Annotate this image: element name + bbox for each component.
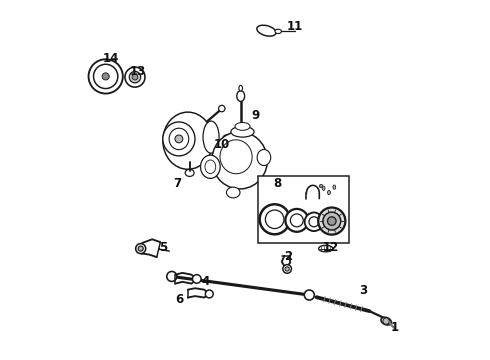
Circle shape [102, 73, 109, 80]
Ellipse shape [257, 149, 270, 166]
Ellipse shape [333, 185, 336, 189]
Ellipse shape [185, 169, 194, 176]
Ellipse shape [231, 126, 254, 137]
Text: 10: 10 [214, 138, 230, 151]
Ellipse shape [381, 317, 391, 325]
Circle shape [136, 244, 146, 253]
Ellipse shape [275, 29, 281, 33]
Circle shape [318, 207, 345, 235]
Circle shape [129, 71, 141, 83]
Ellipse shape [200, 155, 220, 179]
Circle shape [138, 246, 143, 251]
Ellipse shape [163, 122, 195, 156]
Circle shape [283, 265, 292, 273]
Ellipse shape [219, 105, 225, 112]
Circle shape [266, 210, 284, 229]
Ellipse shape [223, 135, 231, 141]
Ellipse shape [224, 136, 230, 140]
Circle shape [193, 275, 201, 283]
Text: 5: 5 [159, 241, 167, 255]
Circle shape [327, 217, 336, 225]
Ellipse shape [235, 122, 250, 130]
Circle shape [305, 212, 323, 231]
Text: 1: 1 [391, 321, 399, 334]
Ellipse shape [203, 121, 219, 153]
Text: 6: 6 [175, 293, 183, 306]
Circle shape [94, 64, 118, 89]
Text: 8: 8 [273, 177, 281, 190]
Ellipse shape [239, 85, 243, 91]
Ellipse shape [163, 112, 213, 169]
Ellipse shape [220, 140, 252, 174]
Ellipse shape [212, 132, 268, 189]
Bar [258, 176, 348, 243]
Circle shape [205, 290, 213, 298]
Text: 7: 7 [173, 177, 181, 190]
Text: 13: 13 [130, 64, 146, 77]
Text: 11: 11 [287, 20, 303, 33]
Ellipse shape [327, 190, 330, 195]
Ellipse shape [169, 128, 189, 150]
Ellipse shape [318, 246, 333, 252]
Circle shape [383, 318, 390, 324]
Circle shape [260, 204, 290, 234]
Text: 9: 9 [251, 109, 260, 122]
Text: 4: 4 [201, 275, 210, 288]
Text: 14: 14 [103, 52, 119, 65]
Ellipse shape [237, 91, 245, 102]
Circle shape [285, 267, 289, 271]
Text: 2: 2 [284, 250, 292, 263]
Circle shape [309, 217, 319, 227]
Circle shape [319, 184, 323, 188]
Circle shape [323, 212, 341, 230]
Bar [237, 127, 245, 135]
Ellipse shape [257, 25, 276, 36]
Circle shape [291, 214, 303, 227]
Ellipse shape [205, 160, 216, 174]
Circle shape [167, 271, 177, 282]
Text: 3: 3 [359, 284, 367, 297]
Ellipse shape [175, 135, 183, 143]
Ellipse shape [322, 186, 325, 190]
Circle shape [285, 209, 308, 232]
Circle shape [89, 59, 123, 94]
Circle shape [132, 74, 138, 80]
Circle shape [125, 67, 145, 87]
Ellipse shape [226, 187, 240, 198]
Text: 12: 12 [322, 241, 339, 255]
Circle shape [304, 290, 314, 300]
